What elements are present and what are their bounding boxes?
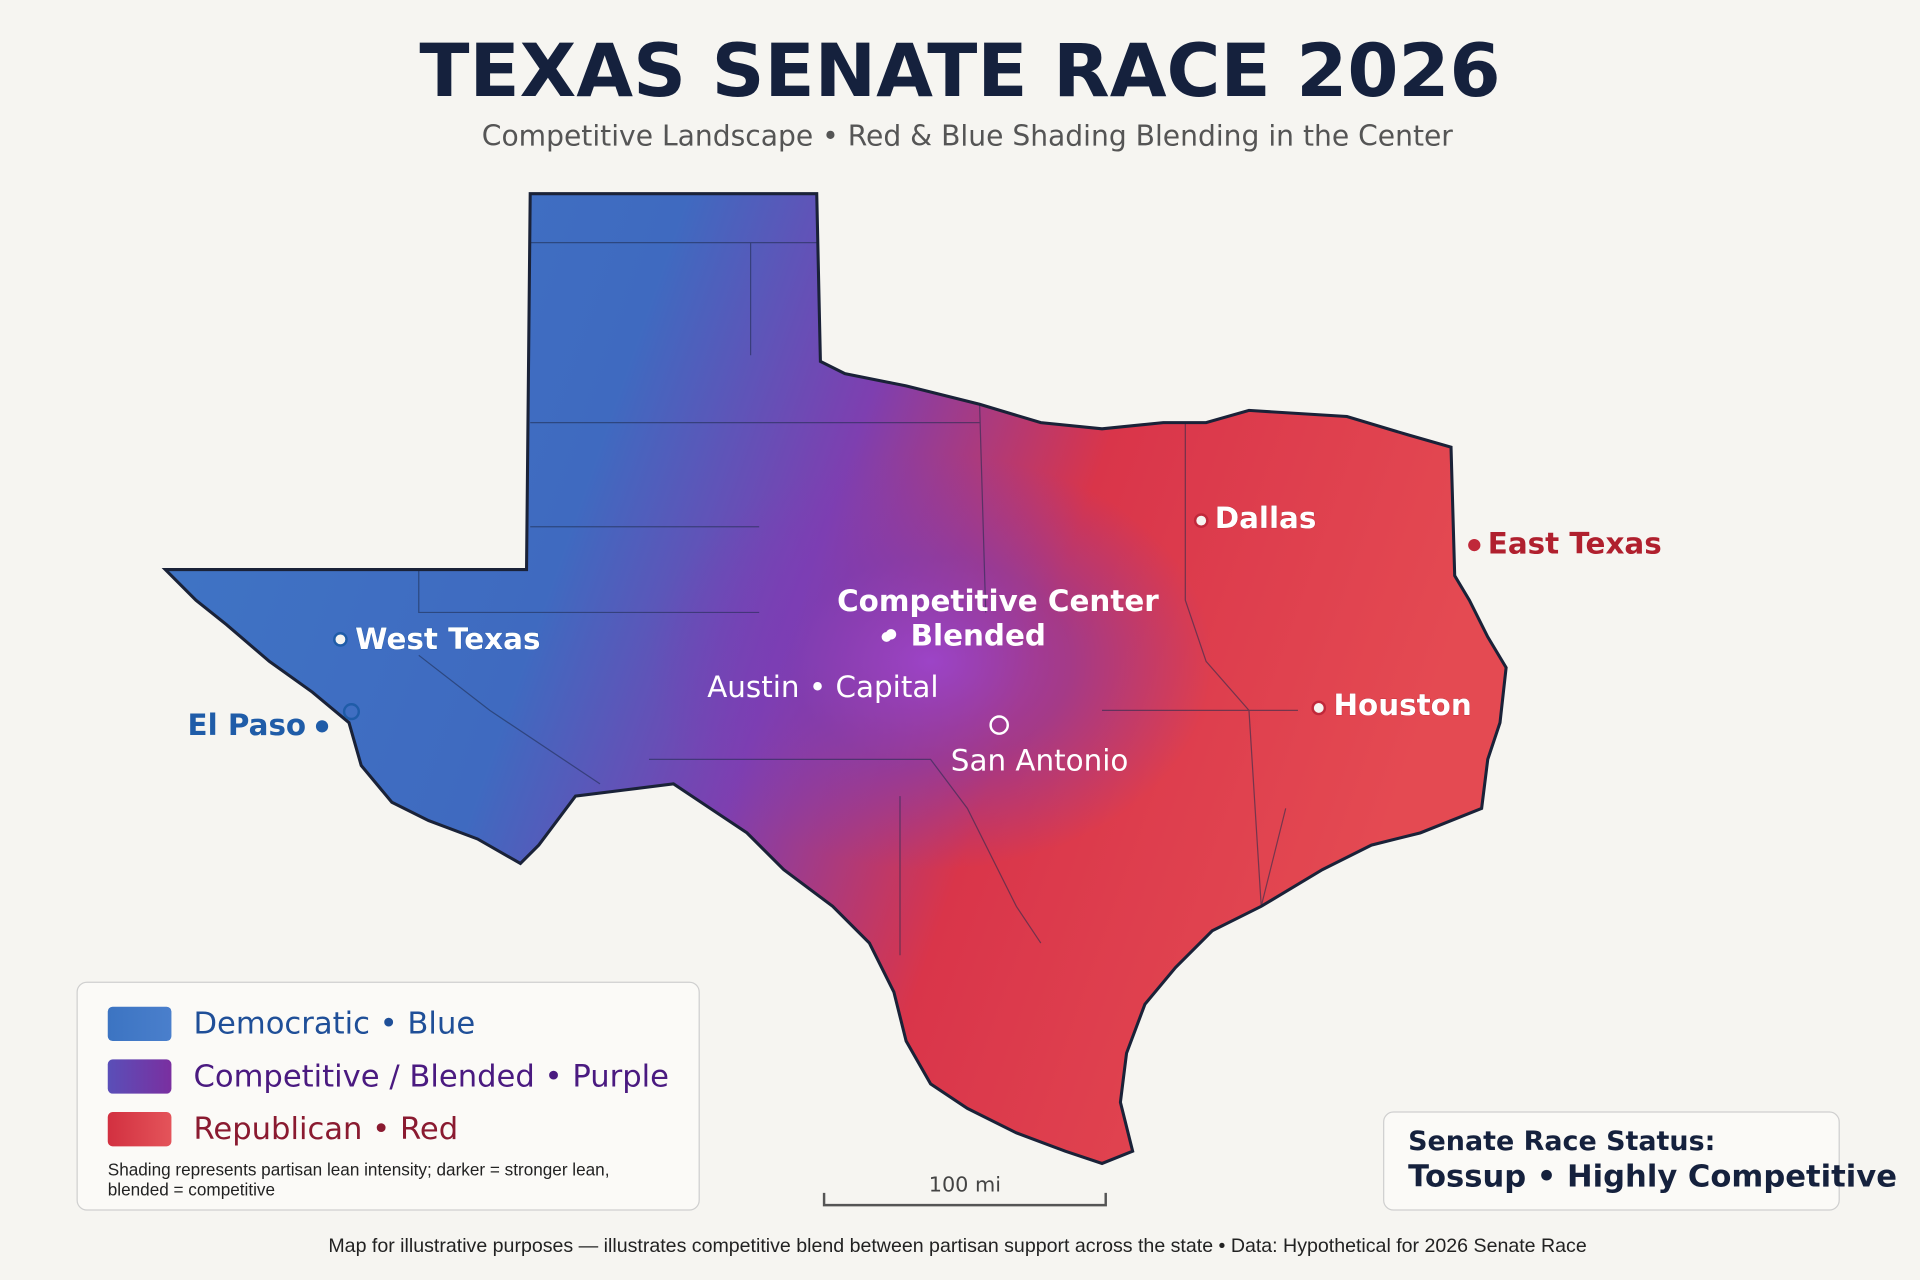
footer: Map for illustrative purposes — illustra… xyxy=(328,1235,1586,1257)
label-dallas: Dallas xyxy=(1215,501,1317,535)
label-san-antonio: San Antonio xyxy=(951,743,1129,777)
label-east-texas: East Texas xyxy=(1488,527,1662,561)
status-value: Tossup • Highly Competitive xyxy=(1408,1160,1897,1195)
markers xyxy=(315,513,1481,735)
legend-note: Shading represents partisan lean intensi… xyxy=(107,1159,610,1199)
label-competitive: Competitive Center xyxy=(837,584,1159,618)
scale-bar: 100 mi xyxy=(822,1173,1107,1207)
legend-item: Democratic • Blue xyxy=(193,1007,475,1042)
legend-item: Competitive / Blended • Purple xyxy=(193,1059,669,1094)
legend-item: Republican • Red xyxy=(193,1112,458,1147)
status-box: Senate Race Status: Tossup • Highly Comp… xyxy=(1383,1111,1897,1211)
label-el-paso: El Paso xyxy=(188,708,307,742)
city-labels: West Texas El Paso Competitive Center • … xyxy=(188,501,1662,778)
label-austin: Austin • Capital xyxy=(707,670,938,704)
subtitle: Competitive Landscape • Red & Blue Shadi… xyxy=(482,119,1454,152)
label-blended: • Blended xyxy=(882,618,1046,652)
label-west-texas: West Texas xyxy=(355,622,540,656)
status-heading: Senate Race Status: xyxy=(1408,1126,1715,1157)
legend: Democratic • Blue Competitive / Blended … xyxy=(76,981,700,1211)
title: TEXAS SENATE RACE 2026 xyxy=(419,29,1500,114)
scale-label: 100 mi xyxy=(929,1173,1001,1197)
label-houston: Houston xyxy=(1333,688,1471,722)
